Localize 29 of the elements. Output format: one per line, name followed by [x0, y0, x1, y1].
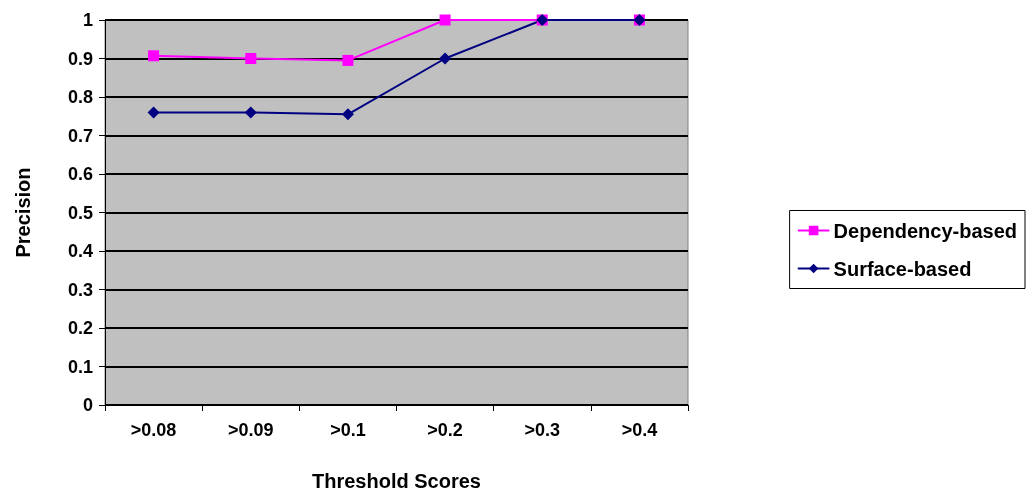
y-tick-label: 0.7: [67, 125, 93, 146]
x-tick-label: >0.08: [130, 420, 177, 440]
point: [147, 106, 160, 119]
point: [439, 52, 452, 65]
y-tick-label: 0.5: [67, 202, 93, 223]
x-tick-label: >0.2: [427, 420, 463, 440]
point: [245, 53, 257, 64]
legend-label: Dependency-based: [833, 219, 1017, 242]
y-tick-label: 0.9: [67, 48, 93, 69]
y-tick-label: 0.3: [67, 279, 93, 300]
y-tick-label: 0.8: [67, 87, 93, 107]
point: [439, 14, 451, 26]
x-tick-label: >0.3: [524, 420, 561, 440]
y-tick-label: 0.2: [67, 318, 93, 338]
y-tick-label: 0.1: [67, 356, 93, 377]
x-tick-label: >0.4: [621, 420, 658, 440]
y-tick-label: 0.4: [67, 241, 93, 261]
y-tick-label: 1: [82, 10, 93, 30]
point: [148, 50, 160, 62]
point: [244, 106, 257, 119]
x-tick-label: >0.1: [330, 420, 366, 440]
point: [341, 108, 354, 121]
y-tick-label: 0: [82, 395, 93, 415]
y-tick-label: 0.6: [67, 164, 93, 184]
legend-label: Surface-based: [833, 257, 972, 280]
y-axis-title: Precision: [12, 167, 34, 258]
x-axis-title: Threshold Scores: [312, 470, 481, 492]
x-tick-label: >0.09: [227, 420, 274, 440]
point: [342, 54, 354, 66]
